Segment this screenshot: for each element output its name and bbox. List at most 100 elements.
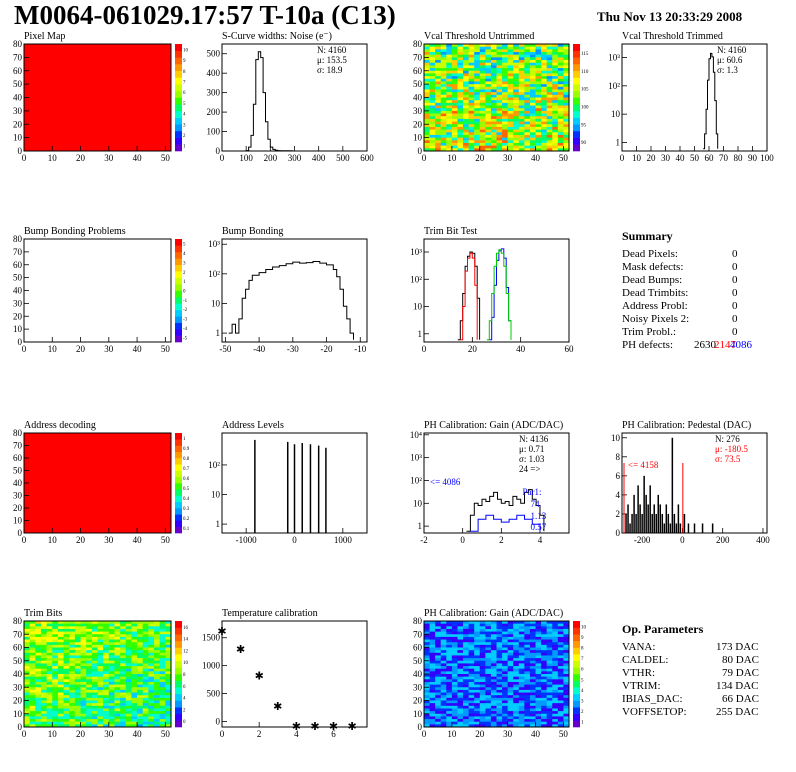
heatmap-cell [485, 110, 492, 115]
heatmap-cell [563, 97, 570, 101]
heatmap-cell [546, 674, 553, 678]
heatmap-cell [154, 695, 161, 699]
heatmap-cell [114, 705, 121, 709]
heatmap-cell [148, 631, 155, 635]
heatmap-cell [424, 695, 431, 699]
heatmap-cell [496, 116, 503, 120]
heatmap-cell [535, 118, 542, 123]
heatmap-cell [125, 703, 132, 707]
colorbar-cell [573, 97, 580, 105]
heatmap-cell [69, 668, 76, 672]
heatmap-cell [479, 94, 486, 98]
heatmap-cell [535, 689, 542, 694]
heatmap-cell [463, 668, 470, 672]
heatmap-cell [125, 705, 132, 709]
heatmap-cell [546, 54, 553, 58]
heatmap-cell [424, 636, 431, 641]
heatmap-cell [435, 81, 442, 85]
heatmap-cell [541, 684, 548, 688]
heatmap-cell [131, 703, 138, 707]
x-tick-label: 40 [516, 344, 526, 354]
heatmap-cell [468, 100, 475, 104]
heatmap-cell [518, 705, 525, 709]
heatmap-cell [69, 663, 76, 667]
heatmap-cell [435, 68, 442, 72]
heatmap-cell [518, 716, 525, 720]
heatmap-cell [513, 676, 520, 680]
heatmap-cell [513, 687, 520, 691]
heatmap-cell [524, 124, 531, 128]
heatmap-cell [142, 652, 149, 656]
heatmap-cell [80, 687, 87, 691]
heatmap-cell [74, 700, 82, 704]
heatmap-cell [103, 655, 110, 659]
heatmap-cell [529, 140, 537, 144]
heatmap-cell [485, 695, 492, 699]
heatmap-cell [485, 724, 492, 728]
heatmap-cell [502, 113, 509, 117]
y-tick-label: 70 [13, 441, 23, 451]
heatmap-cell [165, 703, 172, 707]
heatmap-cell [496, 708, 503, 712]
colorbar-tick-label: 0 [183, 720, 186, 725]
heatmap-cell [552, 73, 559, 77]
fit-value: 0.57 [530, 522, 546, 532]
heatmap-cell [557, 70, 564, 74]
heatmap-cell [120, 713, 127, 717]
heatmap-cell [457, 129, 464, 133]
heatmap-cell [29, 626, 36, 630]
heatmap-cell [485, 126, 492, 131]
heatmap-cell [120, 721, 127, 725]
heatmap-cell [451, 129, 458, 133]
heatmap-cell [424, 94, 431, 98]
x-tick-label: 50 [161, 344, 171, 354]
heatmap-cell [451, 634, 458, 638]
heatmap-cell [490, 660, 497, 664]
heatmap-cell [518, 86, 525, 90]
heatmap-cell [63, 644, 70, 648]
heatmap-cell [52, 708, 59, 712]
heatmap-cell [137, 621, 144, 625]
heatmap-cell [57, 676, 65, 680]
heatmap-cell [429, 49, 436, 53]
heatmap-cell [563, 708, 570, 712]
heatmap-cell [552, 652, 559, 656]
heatmap-cell [165, 663, 172, 667]
heatmap-cell [563, 89, 570, 93]
heatmap-cell [446, 132, 453, 136]
heatmap-cell [440, 681, 447, 686]
heatmap-cell [24, 681, 31, 686]
heatmap-cell [513, 666, 520, 670]
heatmap-cell [40, 642, 48, 646]
heatmap-cell [496, 89, 503, 93]
heatmap-cell [74, 679, 82, 683]
heatmap-cell [529, 721, 537, 725]
colorbar-cell [573, 130, 580, 138]
heatmap-cell [457, 647, 464, 651]
heatmap-cell [496, 721, 503, 725]
heatmap-cell [424, 658, 431, 662]
heatmap-cell [546, 129, 553, 133]
heatmap-cell [120, 660, 127, 664]
heatmap-cell [46, 713, 53, 717]
heatmap-cell [490, 102, 497, 107]
x-tick-label: 4 [294, 729, 299, 739]
heatmap-cell [29, 689, 36, 694]
heatmap-cell [474, 671, 481, 675]
colorbar-cell [175, 104, 182, 112]
heatmap-cell [463, 92, 470, 96]
heatmap-cell [502, 137, 509, 141]
heatmap-cell [69, 642, 76, 646]
heatmap-cell [159, 692, 166, 696]
heatmap-cell [86, 647, 93, 651]
heatmap-cell [440, 623, 447, 627]
heatmap-cell [46, 663, 53, 667]
heatmap-cell [429, 54, 436, 58]
heatmap-cell [131, 721, 138, 725]
colorbar-tick-label: 0.9 [183, 447, 190, 452]
heatmap-cell [463, 724, 470, 728]
heatmap-cell [535, 121, 542, 125]
heatmap-cell [485, 129, 492, 133]
heatmap-cell [529, 636, 537, 641]
heatmap-cell [80, 716, 87, 720]
